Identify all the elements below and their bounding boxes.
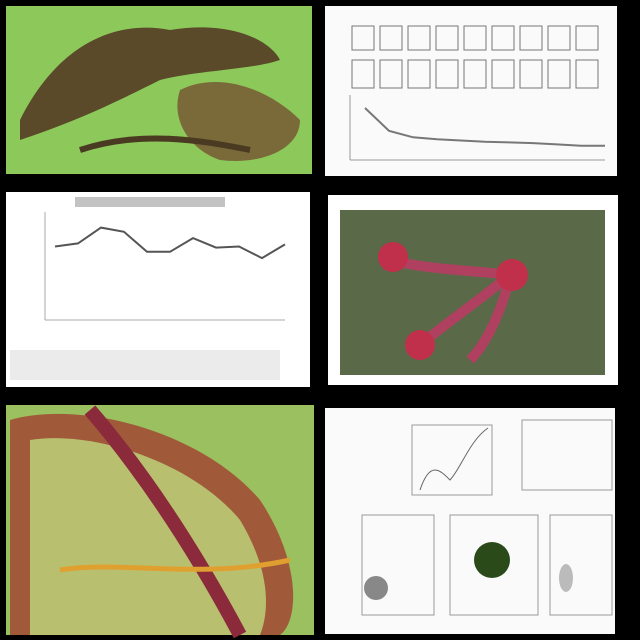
thumbnail [407,25,431,51]
line [54,226,286,260]
thumbnail [547,25,571,51]
panel-illustration [328,195,618,385]
thumbnail-grid [351,25,599,89]
vessel [59,557,291,573]
subfigure [361,514,435,616]
thumbnail [519,25,543,51]
thumbnail [435,59,459,89]
subfigure [449,514,539,616]
subfigure [549,514,613,616]
node [378,242,408,272]
panel-figure-top-right [325,6,617,176]
thumbnail [491,59,515,89]
panel-bg [325,6,617,176]
panel-bg [325,408,615,634]
node [496,259,528,291]
thumbnail [547,59,571,89]
specimen [20,27,280,141]
thumbnail [575,59,599,89]
node [405,330,435,360]
thumbnail [407,59,431,89]
vessel [84,405,247,639]
panel-line-chart [6,192,310,387]
specimen [474,542,510,578]
thumbnail [351,59,375,89]
line [364,107,605,147]
specimen [364,576,388,600]
panel-cross-section [6,405,314,639]
title-blur [75,197,225,207]
specimen-stalk [79,135,251,153]
thumbnail [491,25,515,51]
thumbnail [379,25,403,51]
thumbnail [379,59,403,89]
thumbnail [519,59,543,89]
thumbnail [463,25,487,51]
panel-bg [340,210,605,375]
subfigure [411,424,493,496]
panel-specimen-top [6,6,312,174]
thumbnail [575,25,599,51]
subfigure [521,419,613,491]
thumbnail [463,59,487,89]
subfigure-curve [419,427,489,491]
panel-figure-bottom-right [325,408,615,634]
thumbnail [435,25,459,51]
caption-blur [10,350,280,380]
thumbnail [351,25,375,51]
specimen [559,564,573,592]
